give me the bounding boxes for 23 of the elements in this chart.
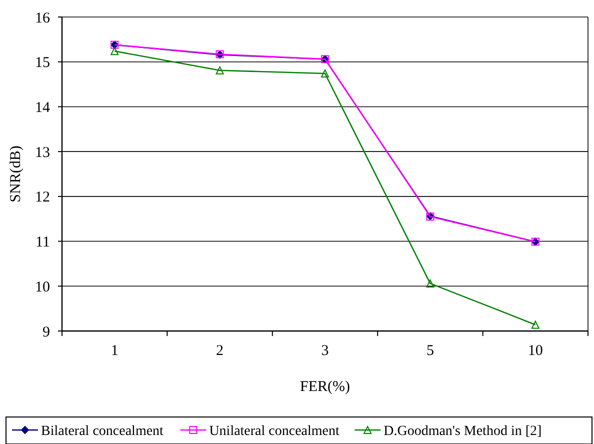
legend-label: Unilateral concealment xyxy=(209,424,340,439)
point xyxy=(531,320,540,329)
y-tick-label: 15 xyxy=(35,55,50,72)
y-tick-label: 14 xyxy=(35,100,50,116)
x-tick-label: 3 xyxy=(321,343,329,359)
y-tick-label: 9 xyxy=(42,324,50,340)
y-tick-label: 13 xyxy=(35,144,50,161)
y-axis-title: SNR(dB) xyxy=(8,146,24,202)
x-tick-label: 5 xyxy=(426,343,434,359)
x-axis-title: FER(%) xyxy=(300,379,350,395)
x-tick-label: 10 xyxy=(528,343,543,359)
y-tick-label: 12 xyxy=(35,190,50,206)
legend-label: D.Goodman's Method in [2] xyxy=(384,424,542,439)
y-tick-label: 11 xyxy=(36,234,50,251)
y-tick-label: 10 xyxy=(35,279,50,296)
legend-label: Bilateral concealment xyxy=(41,424,164,439)
y-tick-label: 16 xyxy=(35,10,50,26)
point xyxy=(216,66,224,74)
point xyxy=(426,279,434,288)
x-tick-label: 1 xyxy=(110,343,118,359)
x-tick-label: 2 xyxy=(216,343,224,359)
point xyxy=(110,47,119,56)
point xyxy=(321,70,329,78)
